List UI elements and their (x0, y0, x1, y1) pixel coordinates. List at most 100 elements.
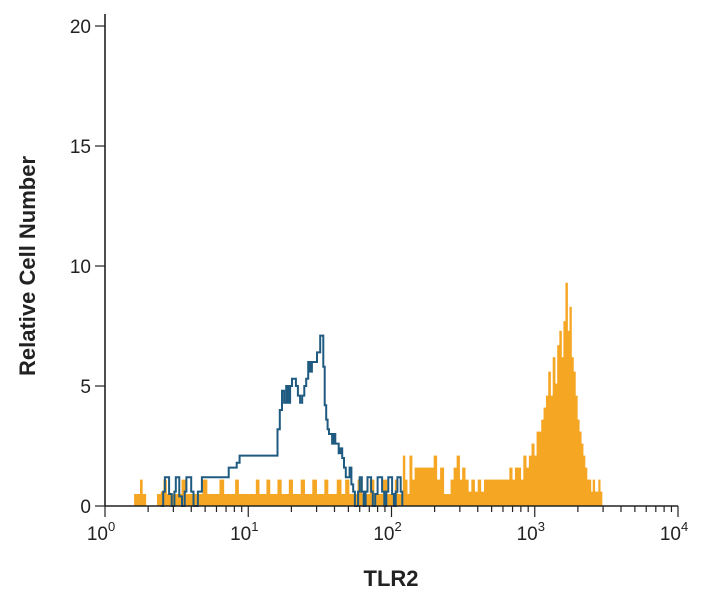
stained-bar (292, 494, 297, 506)
stained-bar (573, 371, 576, 506)
stained-bar (548, 371, 551, 506)
stained-bar (134, 494, 138, 506)
x-tick-base: 10 (373, 524, 394, 545)
isotype-control-histogram (160, 334, 404, 507)
stained-bar (557, 345, 560, 506)
stained-bar (477, 479, 482, 506)
stained-bar (327, 494, 333, 506)
stained-bar (259, 494, 263, 506)
stained-bar (465, 479, 469, 506)
x-axis-title: TLR2 (364, 566, 419, 591)
stained-bar (166, 494, 170, 506)
stained-bar (430, 467, 435, 506)
stained-bar (308, 494, 313, 506)
stained-bar (600, 491, 603, 506)
stained-bar (436, 479, 441, 506)
x-tick-label: 104 (660, 519, 688, 545)
stained-bar (386, 494, 392, 506)
y-tick-label: 20 (70, 17, 91, 38)
stained-bar (541, 419, 544, 506)
stained-bar (493, 479, 498, 506)
stained-bar (496, 479, 501, 506)
stained-bar (531, 443, 535, 506)
stained-bar (414, 467, 418, 506)
stained-bar (552, 357, 556, 506)
stained-bar (423, 467, 428, 506)
stained-bar (341, 494, 346, 506)
stained-bar (227, 494, 232, 506)
stained-bar (456, 455, 460, 506)
stained-bar (440, 467, 445, 506)
stained-bar (592, 479, 596, 506)
stained-bar (288, 479, 293, 506)
stained-bar (262, 494, 267, 506)
x-tick-label: 101 (230, 519, 258, 545)
stained-bar (536, 431, 540, 506)
y-tick-label: 0 (80, 497, 91, 518)
stained-bar (206, 494, 212, 506)
stained-bar (197, 494, 203, 506)
stained-bar (468, 491, 472, 506)
stained-bar (277, 479, 282, 506)
stained-bar (433, 455, 438, 506)
x-axis-minor-ticks (147, 506, 673, 512)
x-tick-base: 10 (660, 524, 681, 545)
stained-bar (324, 479, 329, 506)
x-tick-exponent: 0 (108, 519, 115, 534)
stained-bar (378, 494, 384, 506)
stained-histogram (134, 282, 603, 506)
stained-bar (500, 479, 504, 506)
stained-bar (550, 395, 554, 506)
stained-bar (594, 491, 597, 506)
stained-bar (520, 479, 524, 506)
stained-bar (471, 479, 475, 506)
stained-bar (596, 491, 599, 506)
stained-bar (202, 479, 208, 506)
x-tick-base: 10 (517, 524, 538, 545)
stained-bar (487, 479, 492, 506)
x-tick-base: 10 (87, 524, 108, 545)
stained-bar (577, 419, 580, 506)
y-tick-label: 15 (70, 137, 91, 158)
y-axis-title: Relative Cell Number (15, 156, 40, 377)
stained-bar (503, 479, 507, 506)
stained-bar (584, 467, 588, 506)
stained-bar (300, 479, 306, 506)
stained-bar (404, 479, 408, 506)
stained-bar (581, 443, 584, 506)
stained-bar (284, 494, 290, 506)
stained-bar (571, 357, 574, 506)
stained-bar (332, 494, 338, 506)
y-tick-label: 10 (70, 257, 91, 278)
stained-bar (266, 479, 271, 506)
x-tick-exponent: 1 (251, 519, 258, 534)
stained-bar (567, 330, 570, 506)
stained-bar (215, 494, 220, 506)
stained-bar (586, 479, 590, 506)
stained-bar (450, 479, 455, 506)
stained-bar (420, 467, 424, 506)
stained-bar (598, 479, 601, 506)
stained-bar (506, 479, 510, 506)
stained-bar (426, 467, 431, 506)
stained-bar (411, 479, 416, 506)
stained-bar (569, 306, 572, 506)
stained-bar (140, 494, 147, 506)
stained-bar (223, 494, 229, 506)
x-axis-ticks: 100 101 102 103 104 (87, 506, 688, 545)
stained-bar (235, 479, 239, 506)
stained-bar (565, 282, 568, 506)
stained-bar (559, 330, 562, 506)
stained-bar (373, 494, 379, 506)
stained-bar (139, 479, 143, 506)
stained-bar (583, 455, 586, 506)
stained-bar (189, 494, 194, 506)
x-tick-exponent: 4 (681, 519, 688, 534)
stained-bar (462, 467, 466, 506)
stained-bar (231, 494, 236, 506)
stained-bar (269, 494, 274, 506)
stained-bar (304, 494, 309, 506)
y-axis-ticks: 0 5 10 15 20 (70, 17, 105, 518)
stained-bar (517, 467, 522, 506)
